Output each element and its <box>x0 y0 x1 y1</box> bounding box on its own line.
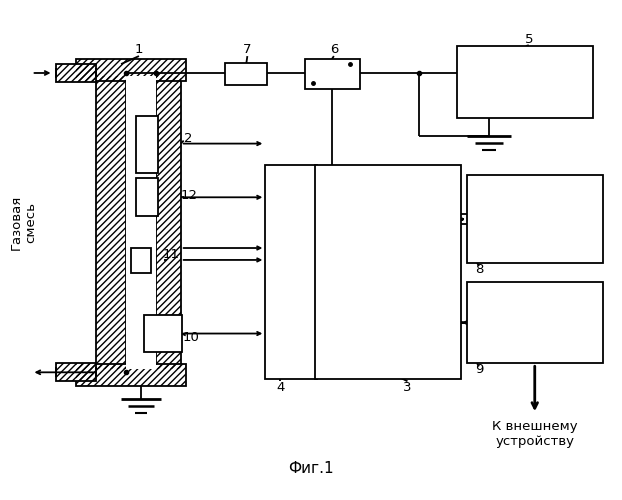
Bar <box>156 76 181 370</box>
Text: 6: 6 <box>330 42 338 56</box>
Text: Источник
питания: Источник питания <box>491 68 558 96</box>
Text: 10: 10 <box>182 331 199 344</box>
Bar <box>57 64 96 82</box>
Text: 4: 4 <box>276 380 284 394</box>
Bar <box>57 364 96 382</box>
Bar <box>96 76 126 370</box>
Bar <box>144 314 182 352</box>
Bar <box>126 76 156 370</box>
Bar <box>226 63 267 85</box>
Bar <box>305 59 360 89</box>
Bar <box>77 364 186 386</box>
Bar <box>315 166 461 380</box>
Text: 1: 1 <box>135 42 143 56</box>
Bar <box>77 364 186 386</box>
Bar <box>77 59 186 81</box>
Text: 5: 5 <box>524 32 533 46</box>
Bar <box>136 178 158 216</box>
Bar <box>96 76 126 370</box>
Text: 12: 12 <box>180 189 197 202</box>
Text: 8: 8 <box>475 264 483 276</box>
Text: АЦП: АЦП <box>285 258 297 286</box>
Text: 11: 11 <box>162 248 179 262</box>
Text: 3: 3 <box>403 380 412 394</box>
Text: К внешнему
устройству: К внешнему устройству <box>492 420 578 448</box>
Bar <box>467 282 603 364</box>
Bar <box>136 116 158 173</box>
Bar <box>57 364 96 382</box>
Text: Устройство
отображения
информации: Устройство отображения информации <box>490 198 579 240</box>
Text: 9: 9 <box>475 363 483 376</box>
Bar <box>77 59 186 81</box>
Text: Газовая
смесь: Газовая смесь <box>9 194 37 250</box>
Text: 7: 7 <box>243 42 252 56</box>
Bar <box>467 176 603 263</box>
Bar <box>57 64 96 82</box>
Text: Фиг.1: Фиг.1 <box>288 462 334 476</box>
Bar <box>457 46 593 118</box>
Bar <box>265 166 317 380</box>
Text: Микро-
процес-
сорный
контроллер: Микро- процес- сорный контроллер <box>346 243 429 301</box>
Bar <box>156 76 181 370</box>
Text: 2: 2 <box>185 132 193 145</box>
Bar <box>131 248 151 273</box>
Text: Интерфейсное
устройство: Интерфейсное устройство <box>486 308 583 336</box>
